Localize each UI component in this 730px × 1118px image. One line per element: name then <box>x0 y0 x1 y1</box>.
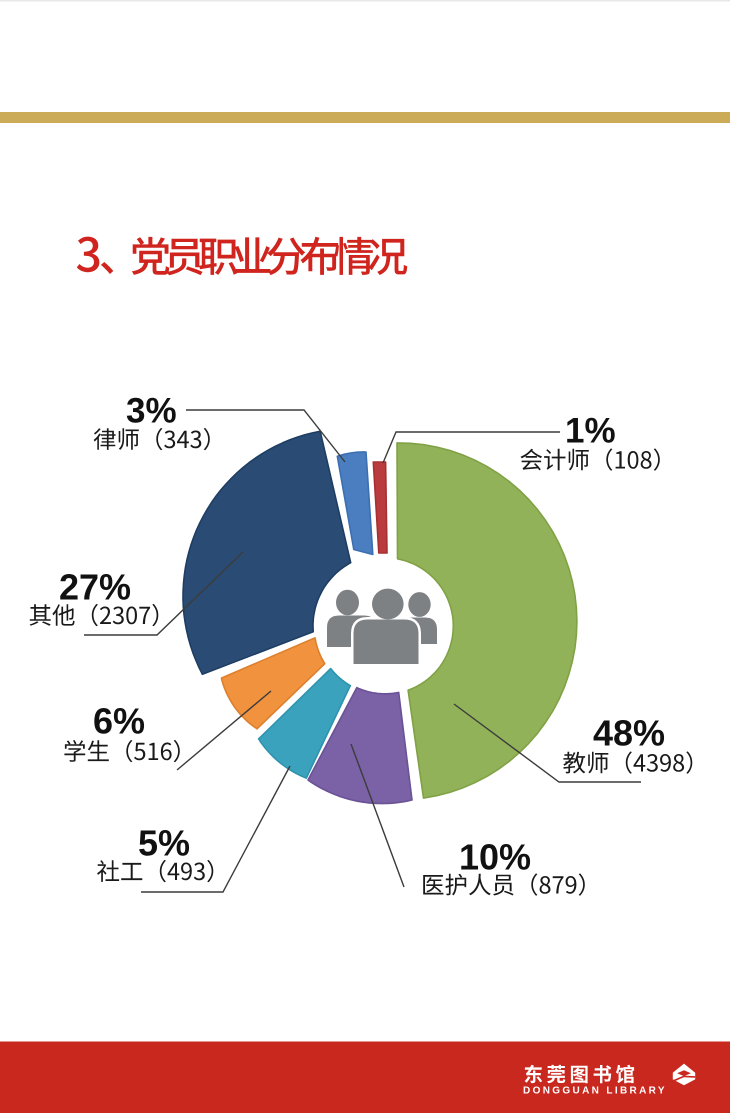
svg-text:6%: 6% <box>93 701 145 742</box>
svg-text:1%: 1% <box>565 412 616 451</box>
svg-text:DONGGUAN LIBRARY: DONGGUAN LIBRARY <box>523 1086 667 1097</box>
svg-text:5%: 5% <box>138 823 190 864</box>
svg-text:10%: 10% <box>459 836 531 877</box>
svg-text:48%: 48% <box>593 712 665 753</box>
svg-text:27%: 27% <box>59 567 131 608</box>
svg-text:3%: 3% <box>126 392 177 431</box>
